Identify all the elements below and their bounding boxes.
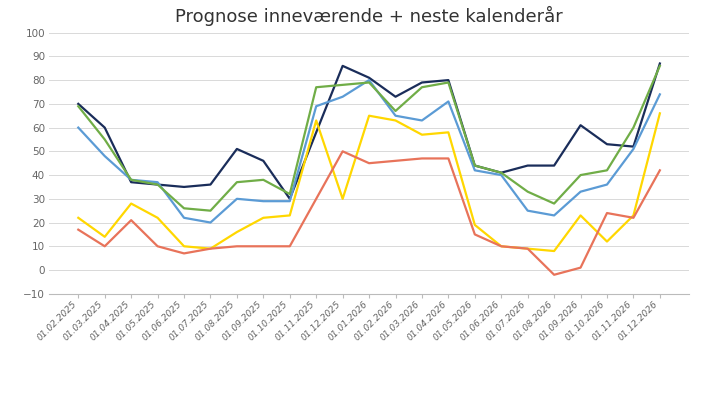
- Title: Prognose inneværende + neste kalenderår: Prognose inneværende + neste kalenderår: [175, 5, 563, 26]
